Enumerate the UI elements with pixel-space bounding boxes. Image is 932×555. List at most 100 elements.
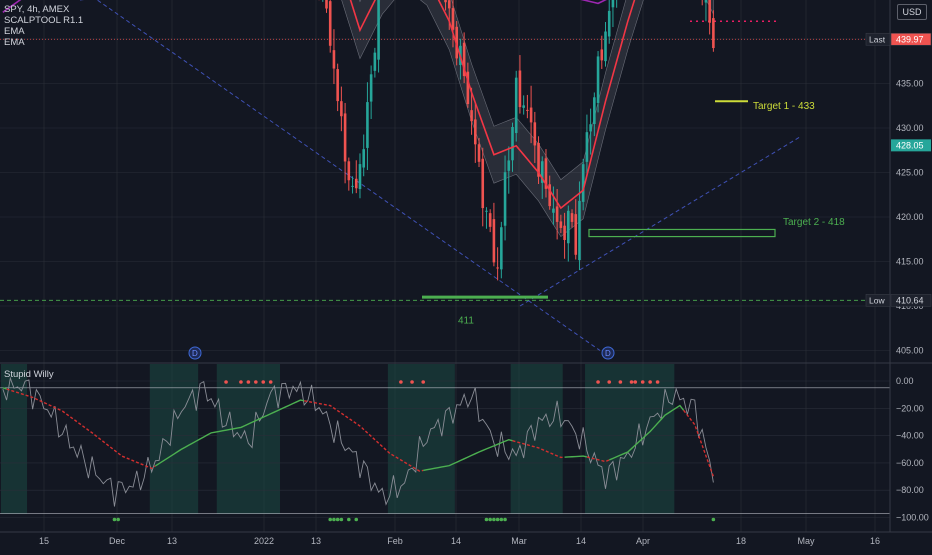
time-tick-label: 14 [576, 536, 586, 546]
osc-shade [388, 364, 455, 514]
osc-bottom-dot [500, 518, 504, 522]
time-tick-label: 14 [451, 536, 461, 546]
candle-body [560, 221, 563, 228]
candle-body [489, 213, 492, 227]
candle[interactable] [329, 0, 332, 53]
candle-body [496, 267, 499, 268]
price-label-value: 439.97 [896, 34, 924, 44]
price-tick-label: 415.00 [896, 257, 924, 267]
osc-top-dot [607, 380, 611, 384]
osc-tick-label: −80.00 [896, 485, 924, 495]
osc-bottom-dot [496, 518, 500, 522]
candle-body [519, 71, 522, 108]
candle-body [481, 159, 484, 208]
candle-body [530, 108, 533, 123]
candle-body [515, 78, 518, 133]
time-tick-label: Apr [636, 536, 650, 546]
candle-body [444, 0, 447, 2]
target-1-label: Target 1 - 433 [753, 101, 815, 112]
osc-top-dot [410, 380, 414, 384]
candle-body [478, 144, 481, 162]
time-tick-label: 2022 [254, 536, 274, 546]
candle-body [452, 8, 455, 30]
candle-body [567, 211, 570, 243]
dividend-marker-label: D [605, 349, 611, 358]
candle-body [355, 179, 358, 188]
candle-body [344, 113, 347, 161]
candle-body [705, 0, 708, 3]
candle-body [370, 74, 373, 101]
symbol-line[interactable]: SPY, 4h, AMEX [4, 4, 83, 15]
osc-shade [511, 364, 563, 514]
osc-top-dot [261, 380, 265, 384]
price-tick-label: 425.00 [896, 168, 924, 178]
candle-body [362, 149, 365, 167]
osc-bottom-dot [113, 518, 117, 522]
candle-body [571, 213, 574, 222]
osc-shade [585, 364, 674, 514]
time-tick-label: Dec [109, 536, 126, 546]
candle-body [589, 124, 592, 131]
indicator-ema-1[interactable]: EMA [4, 26, 83, 37]
candle-body [600, 49, 603, 60]
candle-body [563, 226, 566, 240]
osc-top-dot [630, 380, 634, 384]
candle-body [359, 164, 362, 189]
osc-tick-label: −100.00 [896, 513, 929, 523]
osc-top-dot [648, 380, 652, 384]
time-tick-label: 18 [736, 536, 746, 546]
osc-bottom-dot [340, 518, 344, 522]
time-tick-label: 16 [870, 536, 880, 546]
candle-body [470, 110, 473, 121]
price-tick-label: 420.00 [896, 212, 924, 222]
candle-body [593, 97, 596, 124]
candle-body [448, 0, 451, 8]
currency-badge[interactable]: USD [897, 4, 927, 20]
osc-tick-label: −20.00 [896, 403, 924, 413]
time-tick-label: May [797, 536, 815, 546]
price-tick-label: 405.00 [896, 346, 924, 356]
time-tick-label: 13 [311, 536, 321, 546]
osc-top-dot [269, 380, 273, 384]
candle-body [604, 31, 607, 61]
candle-body [493, 219, 496, 262]
candle-body [333, 50, 336, 68]
osc-top-dot [633, 380, 637, 384]
candle-body [522, 105, 525, 107]
candle-body [366, 102, 369, 148]
osc-top-dot [619, 380, 623, 384]
candle-body [526, 110, 529, 111]
osc-top-dot [596, 380, 600, 384]
candle[interactable] [515, 71, 518, 142]
indicator-scalptool[interactable]: SCALPTOOL R1.1 [4, 15, 83, 26]
osc-bottom-dot [336, 518, 340, 522]
osc-shade [217, 364, 280, 514]
candle-body [534, 122, 537, 145]
osc-bottom-dot [712, 518, 716, 522]
candle-body [348, 161, 351, 180]
price-label-name: Low [869, 295, 885, 305]
osc-top-dot [399, 380, 403, 384]
price-label-value: 410.64 [896, 295, 924, 305]
candle-body [556, 206, 559, 221]
price-tick-label: 435.00 [896, 79, 924, 89]
target-2-label: Target 2 - 418 [783, 217, 845, 228]
candle-body [586, 132, 589, 162]
oscillator-title[interactable]: Stupid Willy [4, 369, 54, 380]
osc-top-dot [656, 380, 660, 384]
candle-body [374, 53, 377, 71]
osc-bottom-dot [492, 518, 496, 522]
candle-body [329, 1, 332, 46]
osc-bottom-dot [354, 518, 358, 522]
candle-body [608, 11, 611, 37]
candle-body [552, 209, 555, 213]
osc-bottom-dot [488, 518, 492, 522]
osc-top-dot [224, 380, 228, 384]
candle-body [511, 127, 514, 160]
candle-body [578, 201, 581, 260]
indicator-ema-2[interactable]: EMA [4, 37, 83, 48]
osc-tick-label: 0.00 [896, 376, 914, 386]
candle-body [612, 0, 615, 7]
price-label-value: 428.05 [896, 140, 924, 150]
